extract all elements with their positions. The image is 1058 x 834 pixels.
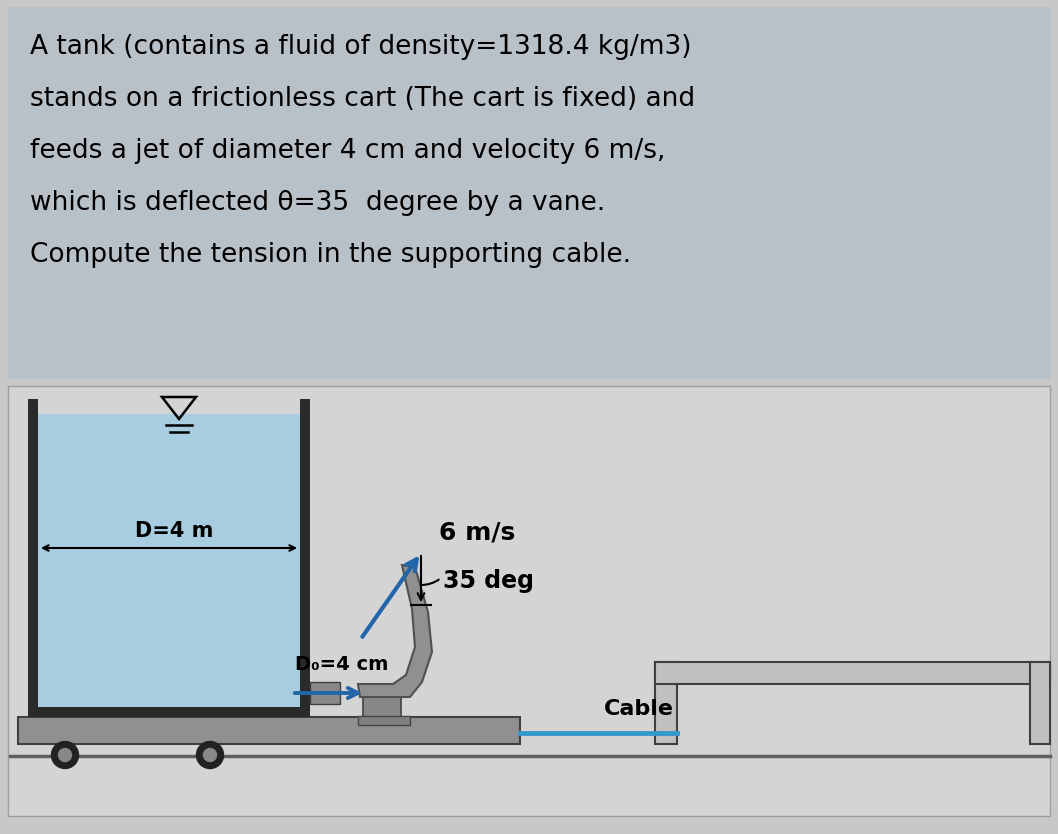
- Bar: [310, 682, 340, 704]
- Bar: [655, 662, 677, 744]
- Circle shape: [58, 748, 72, 761]
- Text: 35 deg: 35 deg: [443, 569, 534, 593]
- Text: which is deflected θ=35  degree by a vane.: which is deflected θ=35 degree by a vane…: [30, 190, 605, 216]
- Bar: [38, 414, 300, 707]
- Bar: [18, 717, 519, 744]
- Bar: [300, 399, 310, 717]
- Text: Compute the tension in the supporting cable.: Compute the tension in the supporting ca…: [30, 242, 632, 268]
- Text: D=4 m: D=4 m: [134, 521, 214, 541]
- Text: D₀=4 cm: D₀=4 cm: [295, 655, 388, 674]
- Text: A tank (contains a fluid of density=1318.4 kg/m3): A tank (contains a fluid of density=1318…: [30, 34, 692, 60]
- Bar: [358, 716, 411, 725]
- Circle shape: [203, 748, 217, 761]
- Bar: [8, 386, 1050, 816]
- Text: stands on a frictionless cart (The cart is fixed) and: stands on a frictionless cart (The cart …: [30, 86, 695, 112]
- Bar: [1030, 662, 1050, 744]
- Text: feeds a jet of diameter 4 cm and velocity 6 m/s,: feeds a jet of diameter 4 cm and velocit…: [30, 138, 665, 164]
- Bar: [363, 697, 401, 717]
- Bar: [28, 707, 310, 717]
- Text: 6 m/s: 6 m/s: [439, 521, 515, 545]
- Circle shape: [197, 741, 223, 768]
- Text: Cable: Cable: [603, 699, 674, 719]
- Bar: [655, 662, 1050, 684]
- Bar: [8, 7, 1050, 379]
- Bar: [28, 399, 38, 717]
- Circle shape: [52, 741, 78, 768]
- Polygon shape: [358, 565, 432, 697]
